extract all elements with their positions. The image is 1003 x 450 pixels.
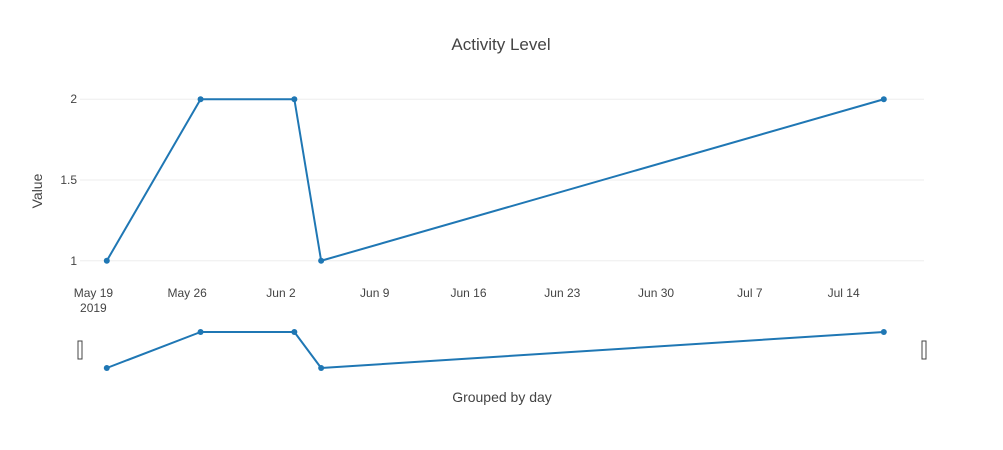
range-slider-line <box>106 331 884 369</box>
range-slider-point <box>880 329 887 335</box>
x-axis-title: Grouped by day <box>452 389 552 405</box>
x-tick-label: Jun 9 <box>360 286 390 300</box>
x-tick-label: Jul 7 <box>737 286 763 300</box>
range-slider-point <box>197 329 204 335</box>
y-tick-label: 1.5 <box>60 173 77 187</box>
x-tick-sublabel: 2019 <box>80 301 107 315</box>
range-slider[interactable] <box>77 329 927 371</box>
range-slider-left-handle[interactable] <box>77 340 83 360</box>
data-point[interactable] <box>197 96 204 103</box>
x-tick-label: Jul 14 <box>828 286 860 300</box>
range-slider-point <box>291 329 298 335</box>
x-tick-label: Jun 2 <box>266 286 296 300</box>
y-tick-label: 1 <box>70 254 77 268</box>
range-slider-right-handle[interactable] <box>921 340 927 360</box>
range-slider-series <box>103 329 887 371</box>
series-layer <box>103 96 887 264</box>
data-point[interactable] <box>318 257 325 264</box>
x-tick-label: Jun 30 <box>638 286 674 300</box>
data-point[interactable] <box>880 96 887 103</box>
x-tick-label: Jun 16 <box>450 286 486 300</box>
x-tick-label: Jun 23 <box>544 286 580 300</box>
x-tick-label: May 26 <box>167 286 207 300</box>
y-tick-label: 2 <box>70 92 77 106</box>
y-axis-ticks: 11.52 <box>60 92 77 268</box>
range-slider-point <box>103 365 110 371</box>
chart-title: Activity Level <box>451 35 550 54</box>
x-tick-label: May 19 <box>74 286 114 300</box>
range-slider-point <box>318 365 325 371</box>
data-point[interactable] <box>291 96 298 103</box>
data-point[interactable] <box>103 257 110 264</box>
y-axis-title: Value <box>29 173 45 208</box>
